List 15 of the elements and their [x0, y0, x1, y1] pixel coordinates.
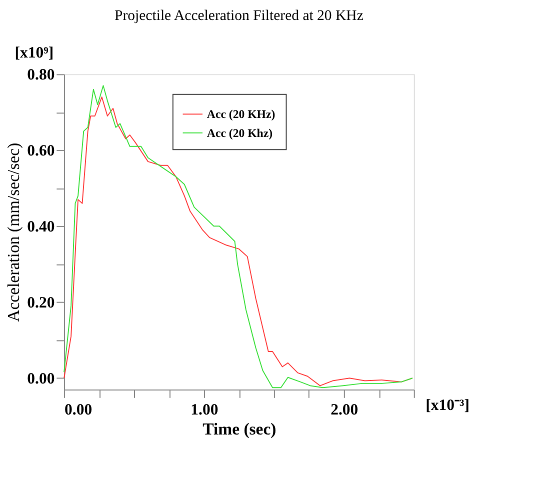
x-tick-label: 0.00: [64, 402, 92, 419]
x-tick-label: 1.00: [190, 402, 218, 419]
x-axis-title: Time (sec): [202, 419, 276, 438]
y-tick-label: 0.40: [27, 218, 55, 236]
y-tick-label: 0.00: [27, 370, 55, 388]
y-tick-label: 0.80: [27, 66, 55, 84]
legend-label: Acc (20 KHz): [206, 107, 276, 122]
chart-title: Projectile Acceleration Filtered at 20 KHz: [114, 8, 364, 24]
y-axis-title: Acceleration (mm/sec/sec): [4, 142, 24, 322]
text: [x10⁹]: [14, 44, 54, 62]
text: [x10⁻³]: [426, 397, 470, 414]
x-tick-label: 2.00: [330, 402, 358, 419]
y-tick-label: 0.60: [27, 142, 55, 160]
y-tick-label: 0.20: [27, 294, 55, 312]
legend-label: Acc (20 Khz): [206, 126, 273, 140]
